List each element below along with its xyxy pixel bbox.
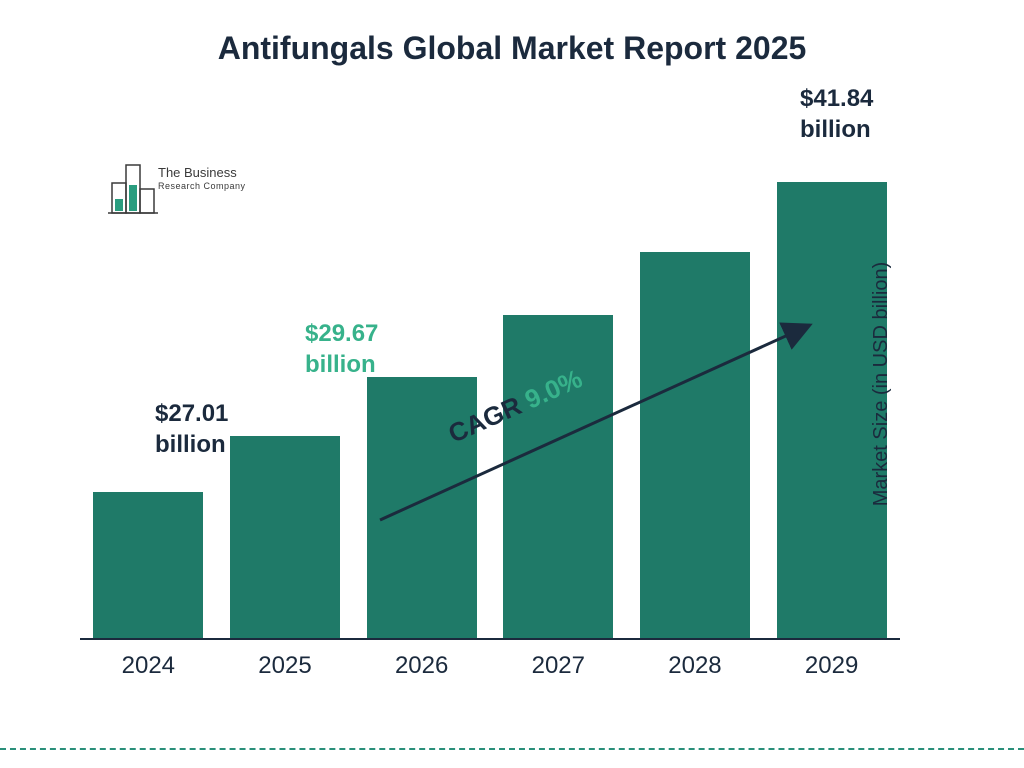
- bar: [230, 436, 340, 638]
- bar-slot: [635, 252, 755, 638]
- category-label: 2027: [498, 652, 618, 680]
- category-label: 2029: [772, 652, 892, 680]
- category-labels: 2024 2025 2026 2027 2028 2029: [80, 652, 900, 680]
- bar-slot: [88, 492, 208, 638]
- bottom-dashed-rule: [0, 748, 1024, 750]
- bar: [640, 252, 750, 638]
- bar: [503, 315, 613, 638]
- value-label: $29.67billion: [305, 318, 378, 380]
- bar-slot: [498, 315, 618, 638]
- category-label: 2025: [225, 652, 345, 680]
- value-label: $41.84 billion: [800, 83, 900, 145]
- bar-slot: [225, 436, 345, 638]
- bar: [93, 492, 203, 638]
- y-axis-label: Market Size (in USD billion): [870, 262, 893, 507]
- page-title: Antifungals Global Market Report 2025: [0, 30, 1024, 67]
- x-axis-line: [80, 638, 900, 640]
- value-label: $27.01billion: [155, 398, 228, 460]
- category-label: 2028: [635, 652, 755, 680]
- category-label: 2024: [88, 652, 208, 680]
- category-label: 2026: [362, 652, 482, 680]
- bar-chart: 2024 2025 2026 2027 2028 2029 $27.01billion $2…: [80, 120, 900, 680]
